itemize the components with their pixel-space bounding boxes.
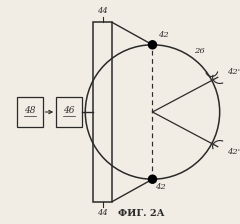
Bar [93,22,112,202]
Circle shape [149,175,156,183]
Text: 44: 44 [97,7,108,15]
Text: 46: 46 [63,106,75,115]
Text: 26: 26 [194,47,205,55]
Text: 42': 42' [227,68,240,76]
Text: 44: 44 [97,209,108,217]
Text: 48: 48 [24,106,36,115]
Text: 42': 42' [227,148,240,156]
Text: 42: 42 [158,31,169,39]
Bar [17,97,43,127]
Text: 42: 42 [155,183,165,191]
Circle shape [149,41,156,49]
Text: ФИГ. 2А: ФИГ. 2А [118,209,165,218]
Bar [56,97,82,127]
